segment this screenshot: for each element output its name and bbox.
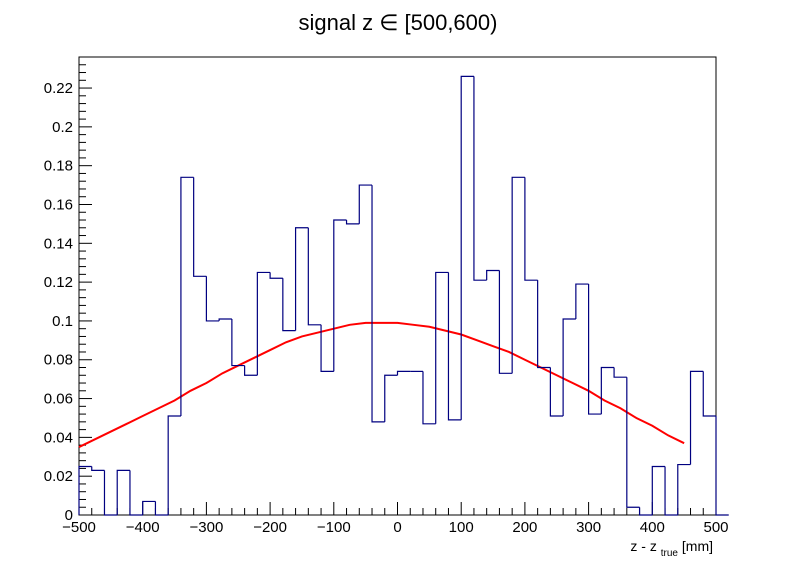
fit-curve-layer	[78, 321, 685, 448]
histogram-bin	[269, 272, 283, 279]
histogram-bin	[498, 270, 513, 374]
x-tick-label: −400	[126, 519, 160, 536]
histogram-bin	[677, 463, 691, 515]
histogram-bin	[371, 185, 385, 423]
histogram-bin	[435, 271, 449, 424]
y-tick-label: 0.16	[44, 196, 73, 213]
histogram-layer	[78, 75, 729, 516]
histogram-bin	[320, 324, 334, 372]
histogram-bin	[524, 177, 538, 281]
y-tick-label: 0.08	[44, 352, 73, 369]
histogram-bin	[460, 75, 474, 420]
histogram-bin	[282, 278, 296, 332]
x-tick-label: 0	[393, 519, 401, 536]
histogram-bin	[575, 283, 589, 319]
histogram-bin	[511, 176, 525, 374]
histogram-bin	[384, 374, 398, 422]
x-tick-label: 300	[576, 519, 601, 536]
histogram-bin	[294, 227, 309, 331]
histogram-bin	[78, 465, 92, 515]
x-axis-label-prefix: z - z	[630, 538, 656, 554]
x-axis-label: z - z true [mm]	[630, 538, 713, 559]
histogram-bin	[256, 271, 271, 376]
histogram-bin	[180, 176, 194, 417]
y-tick-label: 0.1	[52, 313, 73, 330]
histogram-bin	[486, 269, 500, 281]
histogram-bin	[396, 370, 411, 376]
histogram-bin	[600, 366, 615, 415]
y-tick-label: 0.18	[44, 158, 73, 175]
histogram-bin	[244, 365, 258, 376]
y-tick-label: 0	[65, 507, 73, 524]
fit-curve	[78, 321, 685, 448]
y-tick-label: 0.12	[44, 274, 73, 291]
histogram-bin	[562, 318, 576, 417]
histogram-bin	[689, 370, 704, 465]
histogram-bin	[651, 465, 666, 515]
histogram-bin	[167, 415, 181, 515]
x-tick-label: −200	[253, 519, 287, 536]
y-tick-label: 0.14	[44, 235, 73, 252]
histogram-bin	[307, 227, 322, 326]
x-tick-label: 400	[640, 519, 665, 536]
histogram-bin	[638, 507, 653, 516]
histogram-bin	[333, 219, 347, 372]
histogram-bin	[664, 466, 678, 516]
histogram-bin	[103, 470, 118, 516]
chart-title: signal z ∈ [500,600)	[299, 10, 498, 35]
histogram-bin	[715, 416, 729, 516]
histogram-bin	[626, 377, 640, 508]
x-tick-label: 100	[449, 519, 474, 536]
histogram-bin	[588, 284, 602, 415]
x-tick-label: −300	[190, 519, 224, 536]
histogram-bin	[116, 469, 130, 515]
histogram-bin	[613, 367, 627, 378]
histogram-bin	[205, 276, 220, 322]
x-tick-label: 200	[512, 519, 537, 536]
y-tick-label: 0.06	[44, 391, 73, 408]
y-tick-label: 0.02	[44, 468, 73, 485]
histogram-bin	[218, 318, 232, 321]
histogram-bin	[129, 470, 143, 516]
x-axis-label-subscript: true	[661, 548, 679, 559]
histogram-bin	[154, 501, 169, 516]
histogram-bin	[473, 76, 487, 281]
x-tick-label: −100	[317, 519, 351, 536]
x-tick-label: −500	[62, 519, 96, 536]
histogram-bin	[702, 371, 716, 417]
histogram-bin	[447, 272, 462, 421]
histogram-bin	[142, 500, 156, 515]
histogram-bin	[549, 367, 564, 417]
y-tick-label: 0.2	[52, 119, 73, 136]
x-axis: −500 −400 −300 −200 −100 0 100 200 300 400 500	[62, 502, 729, 536]
y-axis: 0 0.02 0.04 0.06 0.08 0.1 0.12 0.14 0.16 0.18 0.2 0…	[44, 56, 92, 524]
histogram-bin	[345, 220, 360, 225]
x-axis-label-suffix: [mm]	[682, 538, 713, 554]
histogram-bin	[91, 466, 105, 471]
histogram-bin	[422, 371, 436, 425]
x-tick-label: 500	[703, 519, 728, 536]
histogram-bin	[537, 280, 551, 369]
y-tick-label: 0.04	[44, 429, 73, 446]
histogram-bin	[193, 177, 207, 277]
histogram-bin	[231, 318, 245, 367]
plot-frame	[78, 56, 717, 516]
y-tick-label: 0.22	[44, 80, 73, 97]
histogram-bin	[358, 184, 373, 224]
